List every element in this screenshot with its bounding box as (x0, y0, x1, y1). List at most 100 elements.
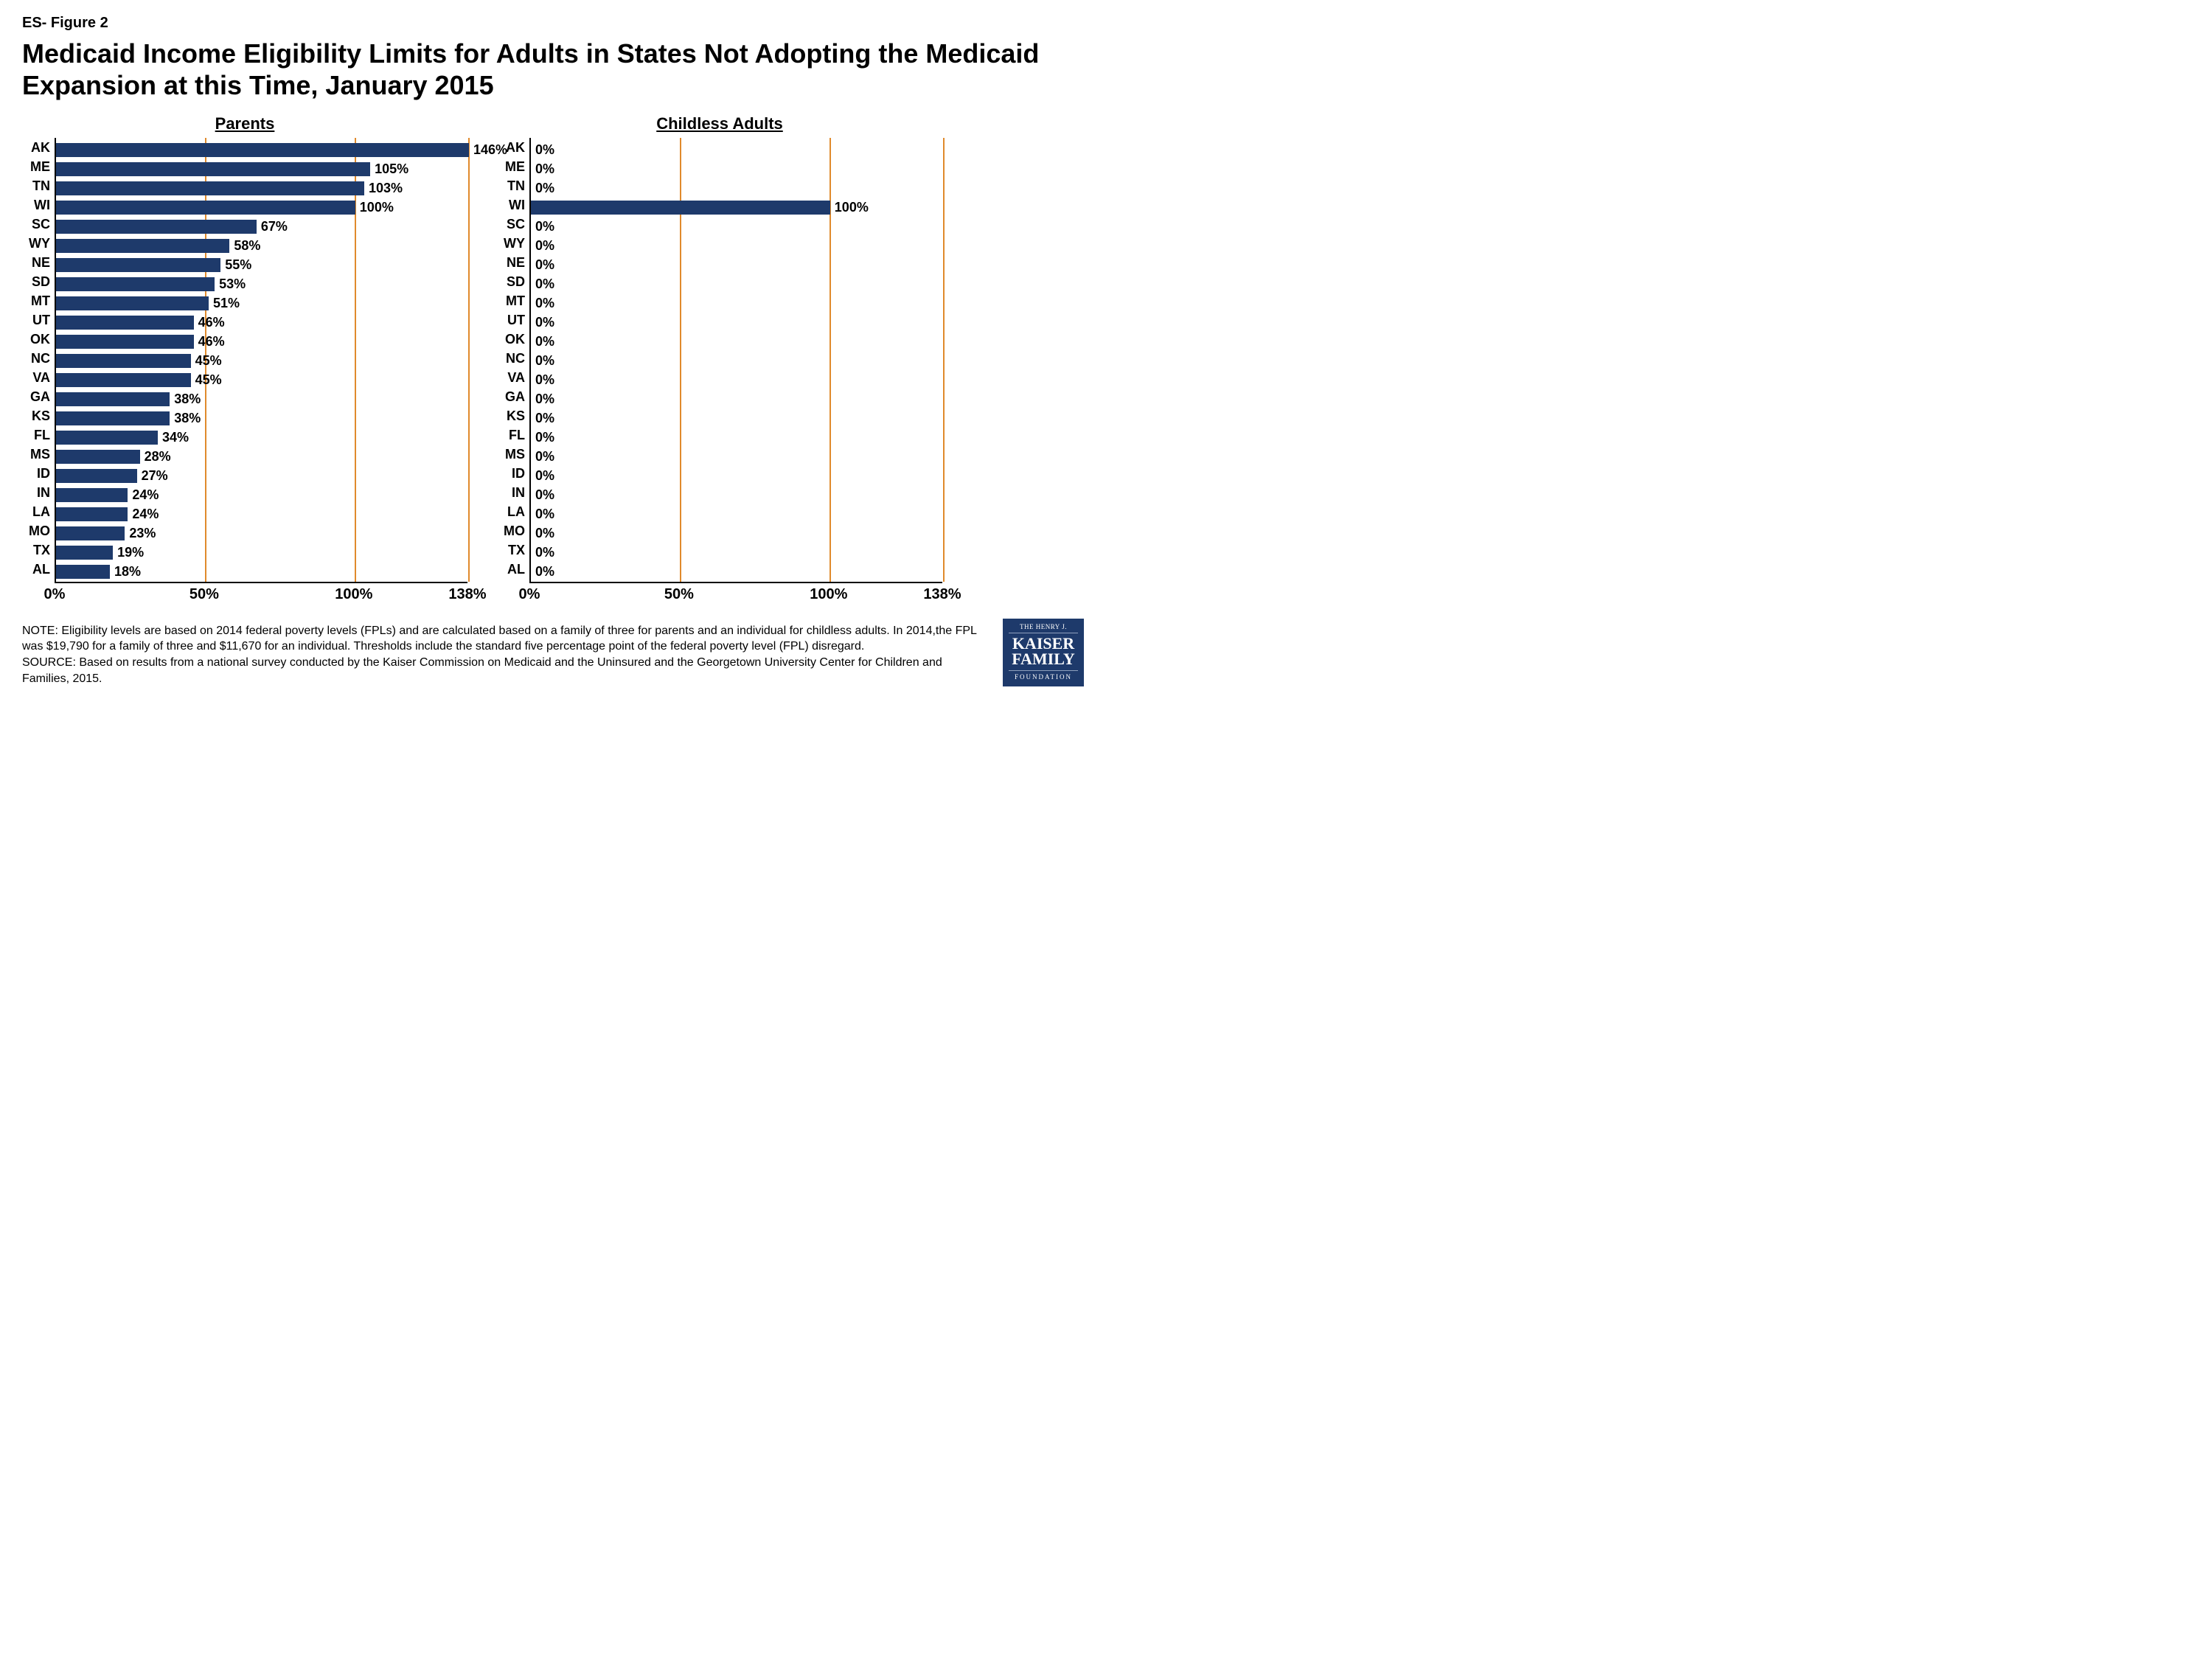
bar-value-label: 0% (535, 142, 554, 158)
state-label: MO (22, 524, 55, 539)
bar (56, 565, 110, 579)
state-label: GA (497, 389, 529, 405)
bar-value-label: 0% (535, 334, 554, 349)
bar-value-label: 0% (535, 353, 554, 369)
gridline (468, 138, 470, 582)
bar (56, 526, 125, 540)
state-label: WI (497, 198, 529, 213)
bar-value-label: 24% (132, 487, 159, 503)
state-label: VA (22, 370, 55, 386)
bar (56, 488, 128, 502)
x-tick-label: 138% (923, 586, 961, 603)
bar-value-label: 0% (535, 449, 554, 465)
bar (56, 411, 170, 425)
bar (56, 316, 194, 330)
x-axis: 0%50%100%138% (55, 586, 467, 605)
bar-value-label: 0% (535, 564, 554, 580)
logo-bot: FOUNDATION (1009, 670, 1078, 681)
charts-container: Parents AKMETNWISCWYNESDMTUTOKNCVAGAKSFL… (22, 114, 1084, 605)
state-label: IN (22, 485, 55, 501)
chart-title: Medicaid Income Eligibility Limits for A… (22, 38, 1084, 101)
state-label: SC (497, 217, 529, 232)
bar-value-label: 0% (535, 411, 554, 426)
state-label: TX (22, 543, 55, 558)
x-tick-label: 50% (189, 586, 219, 603)
bar-value-label: 38% (174, 392, 201, 407)
state-label: MO (497, 524, 529, 539)
state-label: AK (497, 140, 529, 156)
state-label: MT (22, 293, 55, 309)
bar-value-label: 34% (162, 430, 189, 445)
state-label: WY (22, 236, 55, 251)
state-label: UT (22, 313, 55, 328)
state-label: GA (22, 389, 55, 405)
bar (56, 431, 158, 445)
bar (56, 162, 370, 176)
bar-value-label: 105% (375, 161, 408, 177)
bar-value-label: 45% (195, 353, 222, 369)
left-plot: 146%105%103%100%67%58%55%53%51%46%46%45%… (55, 138, 467, 583)
bar-value-label: 0% (535, 507, 554, 522)
bar (56, 143, 469, 157)
state-label: AK (22, 140, 55, 156)
state-label: SC (22, 217, 55, 232)
bar (56, 392, 170, 406)
state-label: AL (22, 562, 55, 577)
x-tick-label: 100% (335, 586, 372, 603)
bar (531, 201, 830, 215)
state-label: LA (497, 504, 529, 520)
state-label: ID (497, 466, 529, 481)
x-tick-label: 50% (664, 586, 694, 603)
bar-value-label: 24% (132, 507, 159, 522)
state-label: WY (497, 236, 529, 251)
bar-value-label: 0% (535, 181, 554, 196)
state-label: KS (497, 408, 529, 424)
x-tick-label: 0% (519, 586, 540, 603)
right-chart: Childless Adults AKMETNWISCWYNESDMTUTOKN… (497, 114, 942, 605)
bar-value-label: 0% (535, 430, 554, 445)
bar-value-label: 67% (261, 219, 288, 234)
bar-value-label: 0% (535, 315, 554, 330)
state-label: KS (22, 408, 55, 424)
bar-value-label: 0% (535, 238, 554, 254)
bar-value-label: 0% (535, 545, 554, 560)
bar (56, 507, 128, 521)
state-label: SD (497, 274, 529, 290)
right-plot: 0%0%0%100%0%0%0%0%0%0%0%0%0%0%0%0%0%0%0%… (529, 138, 942, 583)
x-tick-label: 100% (810, 586, 847, 603)
bar-value-label: 0% (535, 526, 554, 541)
bar-value-label: 19% (117, 545, 144, 560)
bar-value-label: 0% (535, 276, 554, 292)
bar-value-label: 0% (535, 219, 554, 234)
bar-value-label: 0% (535, 257, 554, 273)
left-chart: Parents AKMETNWISCWYNESDMTUTOKNCVAGAKSFL… (22, 114, 467, 605)
state-label: FL (22, 428, 55, 443)
state-label: MS (497, 447, 529, 462)
bar-value-label: 46% (198, 334, 225, 349)
bar-value-label: 51% (213, 296, 240, 311)
bar-value-label: 55% (225, 257, 251, 273)
bar-value-label: 28% (145, 449, 171, 465)
footer: NOTE: Eligibility levels are based on 20… (22, 619, 1084, 686)
bar-value-label: 58% (234, 238, 260, 254)
bar (56, 450, 140, 464)
bar-value-label: 0% (535, 487, 554, 503)
bar (56, 220, 257, 234)
bar-value-label: 0% (535, 392, 554, 407)
state-label: OK (497, 332, 529, 347)
state-label: ID (22, 466, 55, 481)
bar (56, 258, 220, 272)
bar-value-label: 103% (369, 181, 403, 196)
source-text: SOURCE: Based on results from a national… (22, 655, 988, 686)
bar (56, 469, 137, 483)
state-label: WI (22, 198, 55, 213)
bar (56, 373, 191, 387)
bar (56, 354, 191, 368)
state-label: FL (497, 428, 529, 443)
logo-mid2: FAMILY (1003, 652, 1084, 667)
bar-value-label: 18% (114, 564, 141, 580)
state-label: TN (497, 178, 529, 194)
state-label: TX (497, 543, 529, 558)
bar (56, 335, 194, 349)
bar-value-label: 38% (174, 411, 201, 426)
